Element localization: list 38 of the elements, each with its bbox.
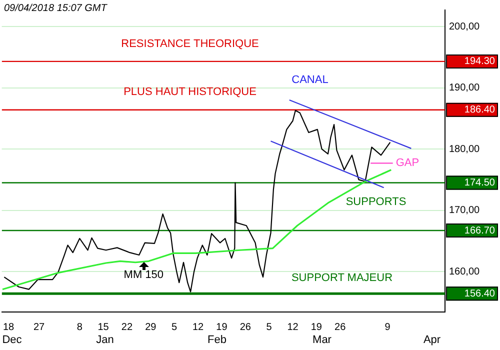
x-tick-label: 19 bbox=[216, 322, 228, 333]
series-label: GAP bbox=[396, 157, 420, 170]
x-tick-label: 19 bbox=[310, 322, 322, 333]
y-tick-label: 160,00 bbox=[449, 266, 480, 278]
annotation: 09/04/2018 15:07 GMT bbox=[4, 2, 108, 14]
x-tick-label: 5 bbox=[172, 322, 178, 333]
x-tick-label: 26 bbox=[240, 322, 252, 333]
x-tick-label: 8 bbox=[76, 322, 83, 333]
x-tick-label: 26 bbox=[334, 322, 346, 333]
x-tick-label: 22 bbox=[121, 322, 133, 333]
text: Feb bbox=[208, 334, 226, 346]
ref-line-label: 186.40 bbox=[464, 104, 496, 116]
ref-line-label: 194.30 bbox=[464, 56, 496, 68]
annotation: CANAL bbox=[292, 74, 328, 86]
x-tick-label: 5 bbox=[266, 322, 272, 333]
ref-line-label: 174.50 bbox=[464, 177, 496, 188]
x-tick-label: 15 bbox=[98, 322, 110, 333]
x-tick-label: 27 bbox=[33, 322, 46, 333]
annotation: PLUS HAUT HISTORIQUE bbox=[124, 86, 256, 98]
x-tick-label: 18 bbox=[3, 322, 15, 333]
text: Mar bbox=[312, 334, 332, 346]
ref-line-label: 166.70 bbox=[464, 225, 496, 236]
x-tick-label: 12 bbox=[192, 322, 204, 333]
y-tick-label: 200,00 bbox=[449, 21, 480, 32]
annotation: SUPPORTS bbox=[346, 196, 406, 208]
annotation: RESISTANCE THEORIQUE bbox=[121, 38, 259, 50]
ref-line-label: 156.40 bbox=[464, 288, 496, 300]
y-tick-label: 170,00 bbox=[449, 205, 480, 216]
y-tick-label: 180,00 bbox=[449, 144, 480, 155]
x-tick-label: 29 bbox=[145, 322, 157, 333]
series-label: MM 150 bbox=[124, 269, 164, 282]
x-tick-label: 12 bbox=[287, 322, 299, 333]
y-tick-label: 190,00 bbox=[449, 82, 480, 94]
x-tick-label: 9 bbox=[384, 322, 391, 333]
text: Jan bbox=[96, 334, 114, 346]
text: Apr bbox=[423, 334, 441, 346]
annotation: SUPPORT MAJEUR bbox=[291, 272, 393, 284]
text: Dec bbox=[2, 334, 22, 346]
